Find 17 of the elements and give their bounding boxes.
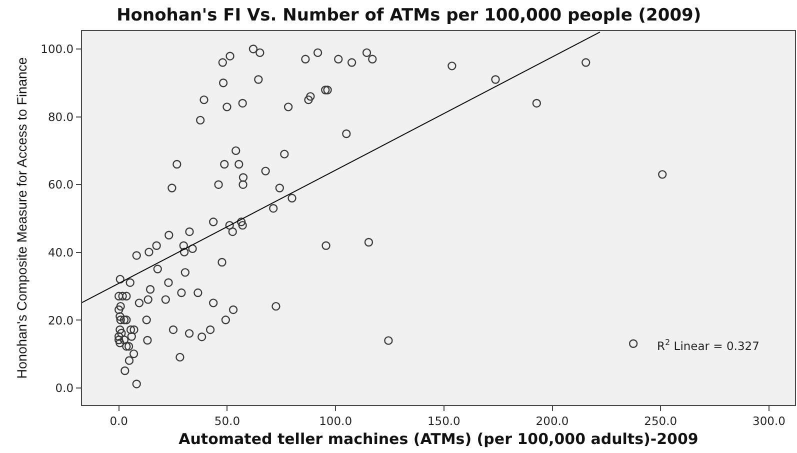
x-tick-label: 150.0 [427,414,460,428]
y-tick-label: 0.0 [55,381,74,396]
x-tick-label: 0.0 [110,414,128,428]
x-axis-title: Automated teller machines (ATMs) (per 100,000 adults)-2009 [178,430,698,448]
x-tick-label: 250.0 [644,414,678,428]
x-tick-label: 200.0 [536,414,569,428]
y-tick-label: 100.0 [40,42,74,56]
chart-title: Honohan's FI Vs. Number of ATMs per 100,000 people (2009) [116,5,702,26]
x-tick-label: 100.0 [319,414,352,428]
y-tick-label: 40.0 [48,245,74,260]
y-tick-label: 20.0 [48,313,74,328]
x-tick-label: 300.0 [752,414,786,428]
y-axis-title: Honohan's Composite Measure for Access to Finance [14,57,30,379]
x-tick-label: 50.0 [214,414,240,428]
y-tick-label: 80.0 [48,110,74,124]
y-tick-label: 60.0 [48,178,74,192]
annotation: R$^{2}$ Linear = 0.327 [657,338,760,353]
